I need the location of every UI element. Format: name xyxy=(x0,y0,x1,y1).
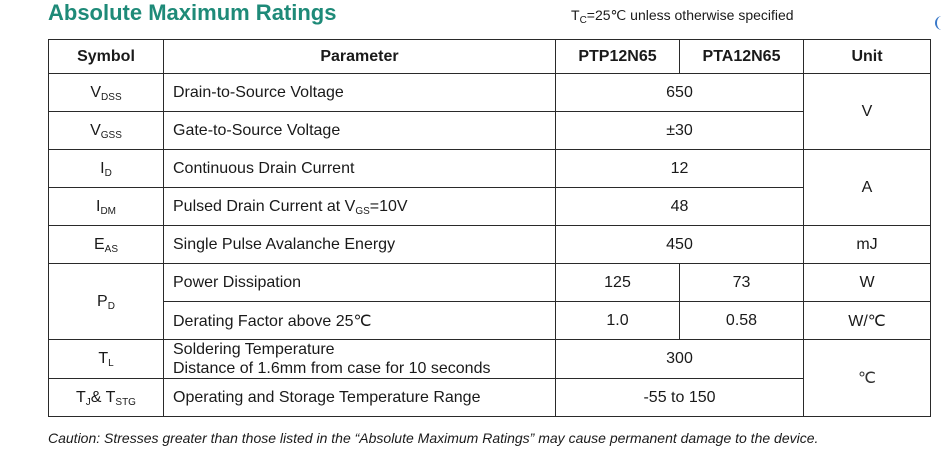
value-cell: 12 xyxy=(555,149,804,188)
symbol-main: I xyxy=(95,197,101,215)
parameter-cell: Single Pulse Avalanche Energy xyxy=(163,225,556,264)
symbol-sub: D xyxy=(104,167,112,179)
unit-cell-voltage: V xyxy=(803,73,931,150)
symbol-sub-2: STG xyxy=(115,396,136,408)
symbol-mid: & T xyxy=(90,388,116,406)
symbol-sub: DM xyxy=(100,205,116,217)
table-row: TL Soldering Temperature Distance of 1.6m… xyxy=(48,339,931,417)
ratings-table: Symbol Parameter PTP12N65 PTA12N65 Unit … xyxy=(48,39,931,417)
symbol-main: T xyxy=(76,388,86,406)
symbol-cell: ID xyxy=(48,149,164,188)
table-row: VGSS Gate-to-Source Voltage ±30 xyxy=(48,111,931,150)
value-cell: 48 xyxy=(555,187,804,226)
parameter-cell: Soldering Temperature Distance of 1.6mm f… xyxy=(163,339,556,379)
parameter-cell: Continuous Drain Current xyxy=(163,149,556,188)
symbol-cell: EAS xyxy=(48,225,164,264)
value-cell-ptp: 125 xyxy=(555,263,680,302)
symbol-sub: L xyxy=(108,358,114,369)
param-text: Pulsed Drain Current at V xyxy=(173,197,356,215)
cond-suffix: =25℃ unless otherwise specified xyxy=(586,7,794,23)
symbol-sub: DSS xyxy=(101,91,122,103)
symbol-main: T xyxy=(98,350,109,367)
table-row: IDM Pulsed Drain Current at VGS=10V 48 xyxy=(48,187,931,226)
param-line-2: Distance of 1.6mm from case for 10 secon… xyxy=(173,360,491,377)
parameter-cell: Drain-to-Source Voltage xyxy=(163,73,556,112)
value-cell-pta: 73 xyxy=(679,263,804,302)
page-title: Absolute Maximum Ratings xyxy=(48,0,337,25)
symbol-cell: PD xyxy=(48,263,164,340)
symbol-cell: TL xyxy=(48,339,164,379)
symbol-sub: D xyxy=(107,300,115,312)
param-sub: GS xyxy=(355,205,370,217)
unit-cell: W/℃ xyxy=(803,301,931,340)
parameter-cell: Derating Factor above 25℃ xyxy=(163,301,556,340)
symbol-main: V xyxy=(90,83,102,101)
symbol-main: I xyxy=(100,159,105,177)
symbol-main: V xyxy=(90,121,101,139)
value-cell: 450 xyxy=(555,225,804,264)
param-text-end: =10V xyxy=(369,197,408,215)
parameter-cell: Operating and Storage Temperature Range xyxy=(163,378,556,417)
unit-cell-temperature: ℃ xyxy=(803,339,931,417)
cond-sub: C xyxy=(579,15,587,26)
table-row: Derating Factor above 25℃ 1.0 0.58 W/℃ xyxy=(49,301,931,340)
symbol-sub: GSS xyxy=(100,129,122,141)
table-row: ID Continuous Drain Current 12 A xyxy=(48,149,931,226)
value-cell-pta: 0.58 xyxy=(679,301,804,340)
symbol-sub: J xyxy=(85,396,91,408)
table-row: EAS Single Pulse Avalanche Energy 450 mJ xyxy=(48,225,931,264)
table-row: TJ& TSTG Operating and Storage Temperatu… xyxy=(48,378,931,417)
symbol-main: P xyxy=(97,292,108,310)
symbol-cell: VDSS xyxy=(48,73,164,112)
unit-cell: mJ xyxy=(803,225,931,264)
symbol-cell: TJ& TSTG xyxy=(48,378,164,417)
header-ptp12n65: PTP12N65 xyxy=(555,39,680,74)
parameter-cell: Power Dissipation xyxy=(163,263,556,302)
value-cell: 300 xyxy=(555,339,804,379)
table-header-row: Symbol Parameter PTP12N65 PTA12N65 Unit xyxy=(48,39,931,74)
value-cell: -55 to 150 xyxy=(555,378,804,417)
table-row: VDSS Drain-to-Source Voltage 650 V xyxy=(48,73,931,150)
param-line-1: Soldering Temperature xyxy=(173,341,335,358)
header-parameter: Parameter xyxy=(163,39,556,74)
symbol-sub: AS xyxy=(104,243,118,255)
test-conditions: TC=25℃ unless otherwise specified xyxy=(571,7,794,26)
table-row: PD Power Dissipation 125 73 W xyxy=(48,263,931,340)
caution-note: Caution: Stresses greater than those lis… xyxy=(48,430,819,446)
value-cell-ptp: 1.0 xyxy=(555,301,680,340)
parameter-cell: Pulsed Drain Current at VGS=10V xyxy=(163,187,556,226)
header-symbol: Symbol xyxy=(48,39,164,74)
unit-cell: W xyxy=(803,263,931,302)
cond-prefix: T xyxy=(571,7,580,23)
header-pta12n65: PTA12N65 xyxy=(679,39,804,74)
symbol-cell: VGSS xyxy=(48,111,164,150)
symbol-main: E xyxy=(93,235,105,253)
unit-cell-current: A xyxy=(803,149,931,226)
value-cell: ±30 xyxy=(555,111,804,150)
symbol-cell: IDM xyxy=(48,187,164,226)
header-unit: Unit xyxy=(803,39,931,74)
page-edge-mark xyxy=(935,16,941,30)
parameter-cell: Gate-to-Source Voltage xyxy=(163,111,556,150)
value-cell: 650 xyxy=(555,73,804,112)
